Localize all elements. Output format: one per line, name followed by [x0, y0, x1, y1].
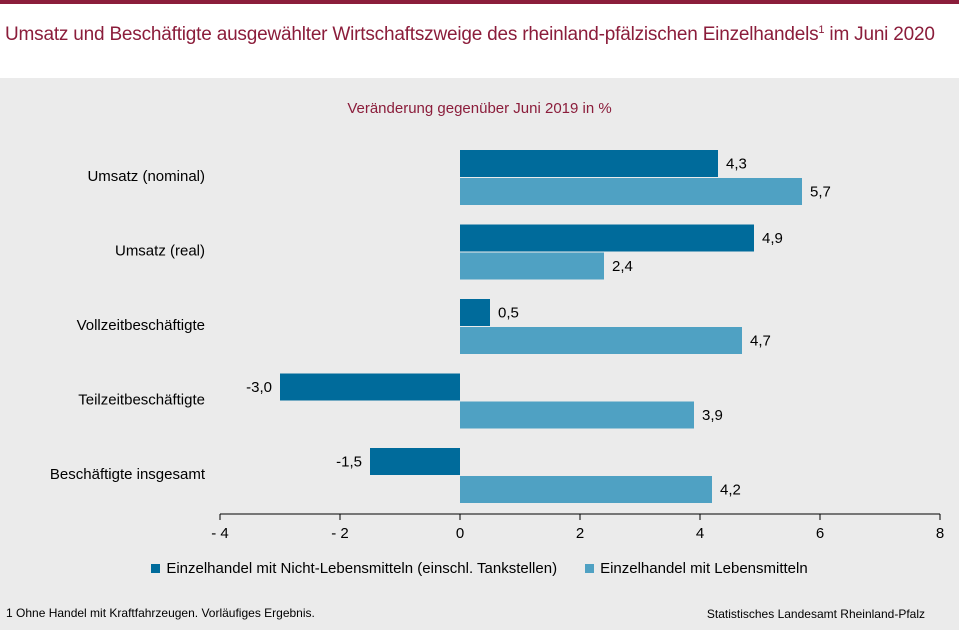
legend-swatch-non-food: [151, 564, 161, 573]
data-label: -1,5: [336, 454, 362, 471]
bar: [460, 178, 802, 205]
legend-label-non-food: Einzelhandel mit Nicht-Lebensmitteln (ei…: [166, 560, 558, 577]
source-credit: Statistisches Landesamt Rheinland-Pfalz: [706, 607, 925, 621]
data-label: 3,9: [702, 407, 723, 424]
legend: Einzelhandel mit Nicht-Lebensmitteln (ei…: [0, 560, 959, 577]
page-title: Umsatz und Beschäftigte ausgewählter Wir…: [5, 24, 935, 45]
legend-swatch-food: [585, 564, 595, 573]
bar: [460, 150, 718, 177]
x-tick-label: 2: [576, 525, 584, 542]
category-label: Vollzeitbeschäftigte: [77, 317, 205, 334]
category-label: Umsatz (real): [115, 243, 205, 260]
x-tick-label: - 4: [211, 525, 229, 542]
footnote: 1 Ohne Handel mit Kraftfahrzeugen. Vorlä…: [6, 606, 315, 620]
data-label: 4,3: [726, 156, 747, 173]
legend-item-non-food: Einzelhandel mit Nicht-Lebensmitteln (ei…: [151, 560, 557, 577]
chart-subtitle: Veränderung gegenüber Juni 2019 in %: [347, 100, 612, 117]
data-label: 4,9: [762, 230, 783, 247]
bar: [460, 401, 694, 429]
data-label: 4,7: [750, 333, 771, 350]
top-accent-bar: [0, 0, 959, 4]
x-tick-label: 0: [456, 525, 464, 542]
category-label: Teilzeitbeschäftigte: [78, 392, 205, 409]
data-label: 5,7: [810, 184, 831, 201]
x-tick-label: 6: [816, 525, 824, 542]
legend-item-food: Einzelhandel mit Lebensmitteln: [585, 560, 808, 577]
data-label: -3,0: [246, 379, 272, 396]
data-label: 4,2: [720, 482, 741, 499]
category-label: Umsatz (nominal): [87, 168, 205, 185]
bar: [460, 299, 490, 326]
bar: [460, 476, 712, 503]
bar: [280, 373, 460, 401]
bar: [460, 327, 742, 354]
bar: [460, 224, 754, 252]
bar: [460, 252, 604, 280]
legend-label-food: Einzelhandel mit Lebensmitteln: [600, 560, 808, 577]
header: Umsatz und Beschäftigte ausgewählter Wir…: [0, 4, 959, 72]
x-tick-label: 8: [936, 525, 944, 542]
data-label: 2,4: [612, 258, 633, 275]
x-tick-label: - 2: [331, 525, 349, 542]
footnote-marker: 1: [818, 24, 825, 36]
bar-chart: Umsatz (nominal) 4,3 5,7 Umsatz (real) 4,9 2,…: [50, 150, 944, 542]
header-separator: [0, 72, 959, 78]
data-label: 0,5: [498, 305, 519, 322]
category-label: Beschäftigte insgesamt: [50, 466, 206, 483]
x-tick-label: 4: [696, 525, 704, 542]
bar: [370, 448, 460, 475]
